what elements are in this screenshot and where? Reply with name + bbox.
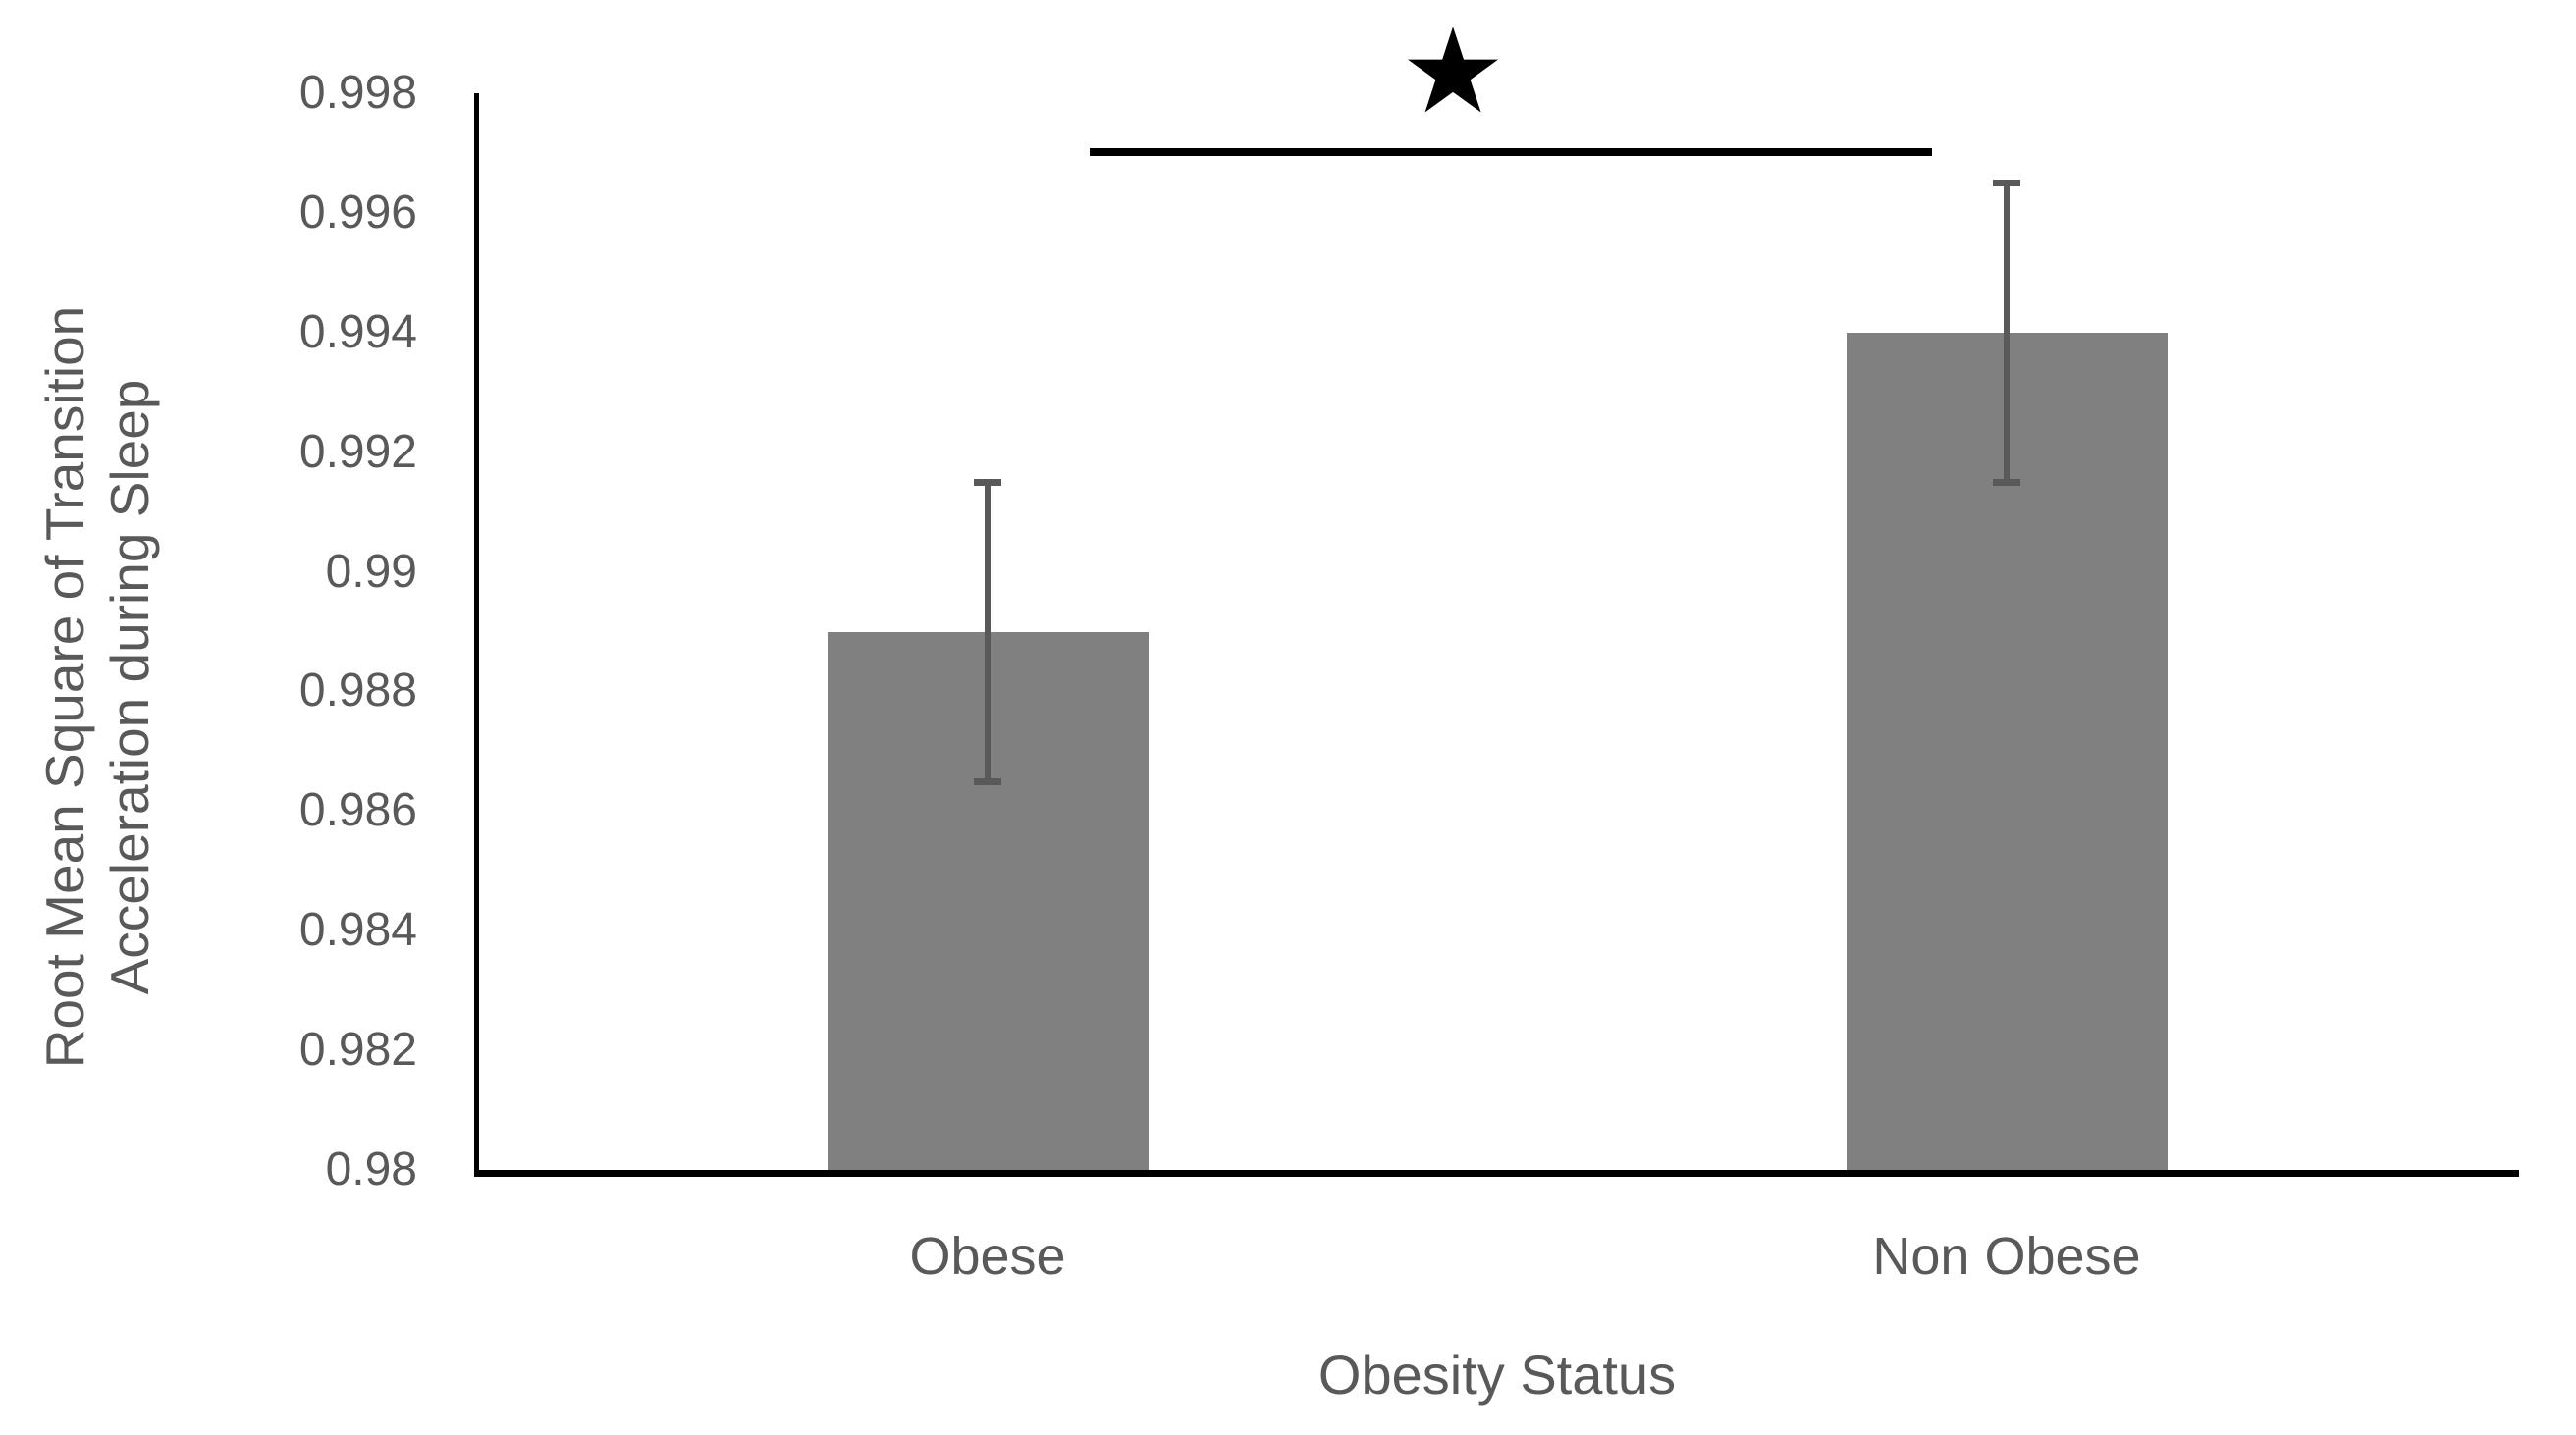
x-axis-title: Obesity Status [1317, 1344, 1677, 1406]
y-axis-line [474, 93, 479, 1177]
y-tick-label: 0.984 [298, 904, 417, 957]
error-bar-cap-bottom-obese [974, 777, 1001, 785]
error-bar-cap-top-obese [974, 479, 1001, 487]
x-category-label-non-obese: Non Obese [1872, 1227, 2141, 1286]
error-bar-cap-top-non-obese [1993, 180, 2020, 187]
y-tick-label: 0.998 [298, 67, 417, 119]
x-axis-line [474, 1170, 2519, 1177]
y-tick-label: 0.98 [325, 1143, 417, 1196]
significance-star-icon: ★ [1400, 6, 1506, 137]
error-bar-cap-bottom-non-obese [1993, 479, 2020, 487]
x-category-label-obese: Obese [909, 1227, 1066, 1286]
y-axis-title-line1: Root Mean Square of Transition [34, 305, 95, 1069]
y-tick-label: 0.996 [298, 186, 417, 239]
error-bar-non-obese [2004, 183, 2010, 483]
y-tick-label: 0.994 [298, 305, 417, 358]
y-tick-label: 0.992 [298, 425, 417, 478]
y-tick-label: 0.986 [298, 784, 417, 837]
y-tick-label: 0.99 [325, 545, 417, 598]
significance-line [1090, 148, 1932, 156]
y-tick-label: 0.988 [298, 664, 417, 718]
error-bar-obese [985, 482, 991, 781]
y-tick-label: 0.982 [298, 1024, 417, 1077]
